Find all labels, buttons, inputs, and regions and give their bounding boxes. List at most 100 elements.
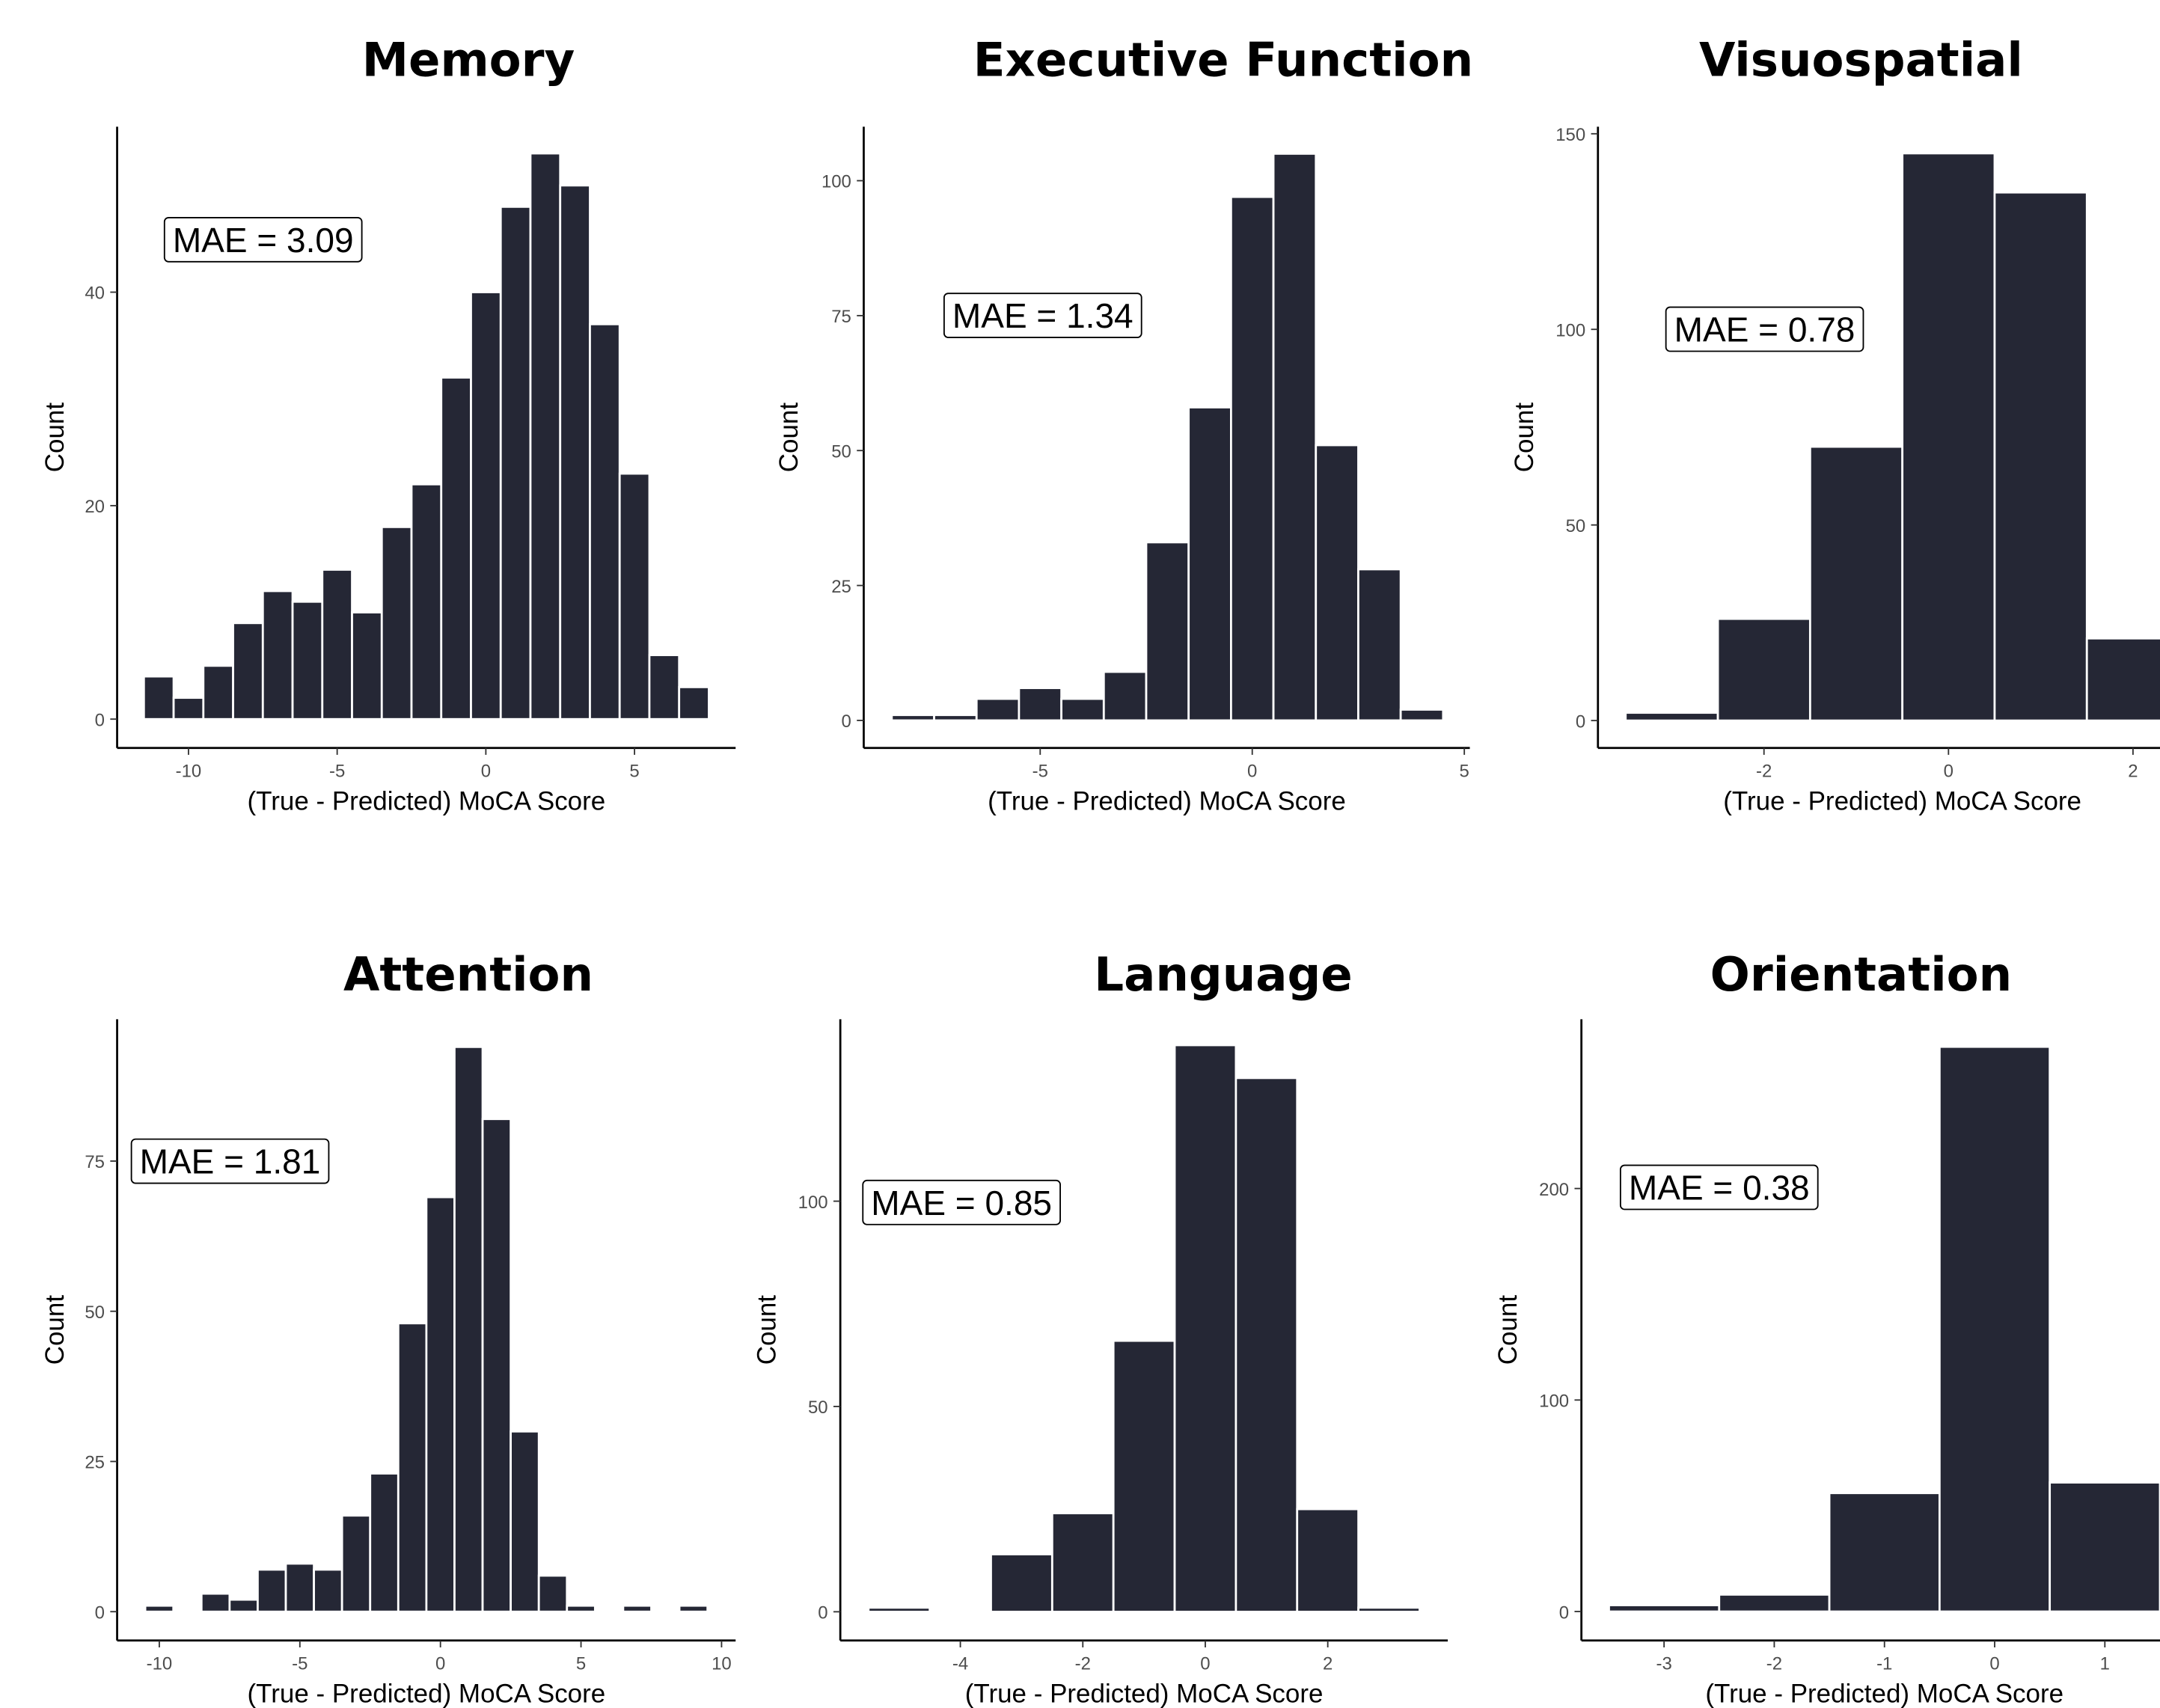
x-axis-label: (True - Predicted) MoCA Score	[1705, 1680, 2063, 1708]
y-tick-label: 25	[831, 577, 851, 597]
x-tick-label: 0	[1200, 1653, 1210, 1674]
bar	[232, 622, 264, 720]
bar	[369, 1472, 400, 1613]
x-tick-label: 2	[2128, 761, 2138, 781]
x-tick-label: 0	[1944, 761, 1954, 781]
bar	[622, 1604, 652, 1613]
y-axis-label: Count	[1493, 1295, 1523, 1365]
bar	[975, 697, 1021, 722]
bar	[481, 1118, 512, 1613]
panel: Visuospatial 0 50 100 150 -2 0 2 (True - Predict…	[1510, 32, 2160, 816]
panel-title: Executive Function	[973, 32, 1473, 87]
y-axis-label: Count	[774, 402, 804, 473]
x-tick-label: -5	[1032, 761, 1048, 781]
bar	[142, 675, 175, 720]
bar	[1808, 445, 1904, 722]
bar	[1060, 697, 1105, 722]
bar	[1272, 153, 1318, 722]
annotation-box	[862, 1179, 1061, 1225]
bar	[440, 376, 472, 720]
annotation: MAE = 0.78	[1674, 310, 1855, 349]
bar	[678, 686, 710, 720]
x-axis-label: (True - Predicted) MoCA Score	[248, 787, 606, 816]
bar	[589, 322, 621, 720]
panel-title: Orientation	[1710, 947, 2013, 1002]
annotation-box	[130, 1138, 330, 1184]
x-tick-label: -4	[952, 1653, 968, 1674]
x-tick-label: -5	[329, 761, 345, 781]
y-tick-label: 25	[85, 1453, 105, 1473]
x-tick-label: 0	[481, 761, 491, 781]
annotation: MAE = 3.09	[173, 221, 354, 260]
y-tick-label: 0	[1559, 1603, 1569, 1623]
y-tick-label: 100	[798, 1193, 828, 1213]
bar	[410, 483, 443, 720]
bar	[380, 526, 413, 720]
x-axis-label: (True - Predicted) MoCA Score	[248, 1680, 606, 1708]
panel-title: Visuospatial	[1699, 32, 2023, 87]
bar	[559, 184, 591, 720]
bar	[1315, 444, 1359, 722]
bar	[537, 1574, 569, 1613]
y-tick-label: 50	[831, 441, 851, 462]
bar	[1357, 568, 1402, 722]
bar	[1399, 708, 1445, 722]
bar	[1018, 687, 1062, 722]
bar	[340, 1514, 372, 1613]
bar	[933, 714, 978, 722]
y-axis-label: Count	[40, 1295, 70, 1365]
bar	[257, 1568, 287, 1613]
y-tick-label: 0	[95, 710, 105, 730]
y-tick-label: 150	[1555, 125, 1585, 145]
y-axis-label: Count	[1510, 402, 1539, 473]
y-tick-label: 75	[831, 307, 851, 327]
x-tick-label: 5	[629, 761, 639, 781]
bar	[510, 1430, 540, 1613]
bar	[1173, 1044, 1237, 1613]
bar	[1296, 1507, 1359, 1613]
panel: Language 0 50 100 -4 -2 0 2 (True - Predicted) M…	[753, 947, 1448, 1708]
bar	[172, 697, 205, 720]
bar	[1357, 1606, 1421, 1613]
x-tick-label: 0	[1247, 761, 1257, 781]
bar	[284, 1562, 315, 1613]
y-tick-label: 100	[822, 172, 851, 192]
y-tick-label: 50	[808, 1398, 828, 1418]
x-axis-label: (True - Predicted) MoCA Score	[988, 787, 1346, 816]
bar	[1993, 191, 2088, 722]
panel-title: Attention	[343, 947, 593, 1002]
annotation-box	[1619, 1164, 1819, 1210]
bar	[1718, 1594, 1831, 1613]
x-tick-label: 5	[1460, 761, 1469, 781]
bar	[1112, 1339, 1176, 1613]
panel: Attention 0 25 50 75 -10 -5 0 5 10 (True - Predict…	[40, 947, 736, 1708]
y-tick-label: 50	[1566, 516, 1586, 536]
annotation: MAE = 1.34	[952, 296, 1133, 335]
bar	[1608, 1604, 1721, 1613]
x-tick-label: 0	[435, 1653, 445, 1674]
x-tick-label: -10	[147, 1653, 173, 1674]
bar	[648, 654, 681, 720]
annotation-box	[163, 216, 363, 263]
bar	[890, 714, 935, 722]
bar	[397, 1322, 428, 1613]
bar	[1624, 711, 1719, 722]
x-tick-label: 5	[576, 1653, 586, 1674]
bar	[313, 1568, 343, 1613]
x-tick-label: -1	[1876, 1653, 1892, 1674]
bar	[453, 1045, 484, 1613]
bar	[990, 1553, 1053, 1613]
bar	[200, 1592, 231, 1613]
x-tick-label: 0	[1989, 1653, 1999, 1674]
bar	[425, 1196, 456, 1613]
x-tick-label: -2	[1766, 1653, 1782, 1674]
panel: Memory 0 20 40 -10 -5 0 5 (True - Predicted) MoC…	[40, 32, 736, 816]
bar	[144, 1604, 175, 1613]
y-tick-label: 0	[842, 711, 851, 732]
x-tick-label: 2	[1323, 1653, 1333, 1674]
y-tick-label: 20	[85, 497, 105, 517]
y-tick-label: 200	[1539, 1180, 1569, 1200]
bar	[678, 1604, 709, 1613]
